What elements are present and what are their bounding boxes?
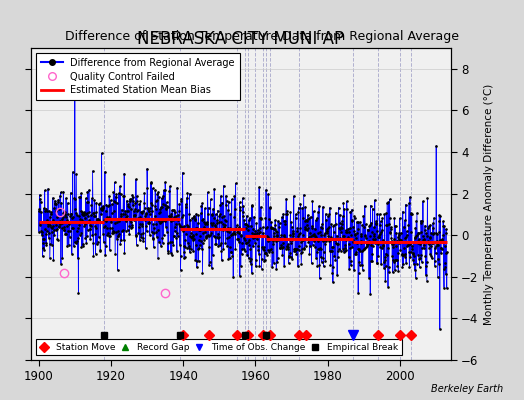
Text: Difference of Station Temperature Data from Regional Average: Difference of Station Temperature Data f…: [65, 30, 459, 43]
Legend: Station Move, Record Gap, Time of Obs. Change, Empirical Break: Station Move, Record Gap, Time of Obs. C…: [36, 339, 402, 356]
Y-axis label: Monthly Temperature Anomaly Difference (°C): Monthly Temperature Anomaly Difference (…: [484, 83, 494, 325]
Text: Berkeley Earth: Berkeley Earth: [431, 384, 503, 394]
Title: NEBRASKA CITY MUNI AP: NEBRASKA CITY MUNI AP: [137, 30, 345, 48]
